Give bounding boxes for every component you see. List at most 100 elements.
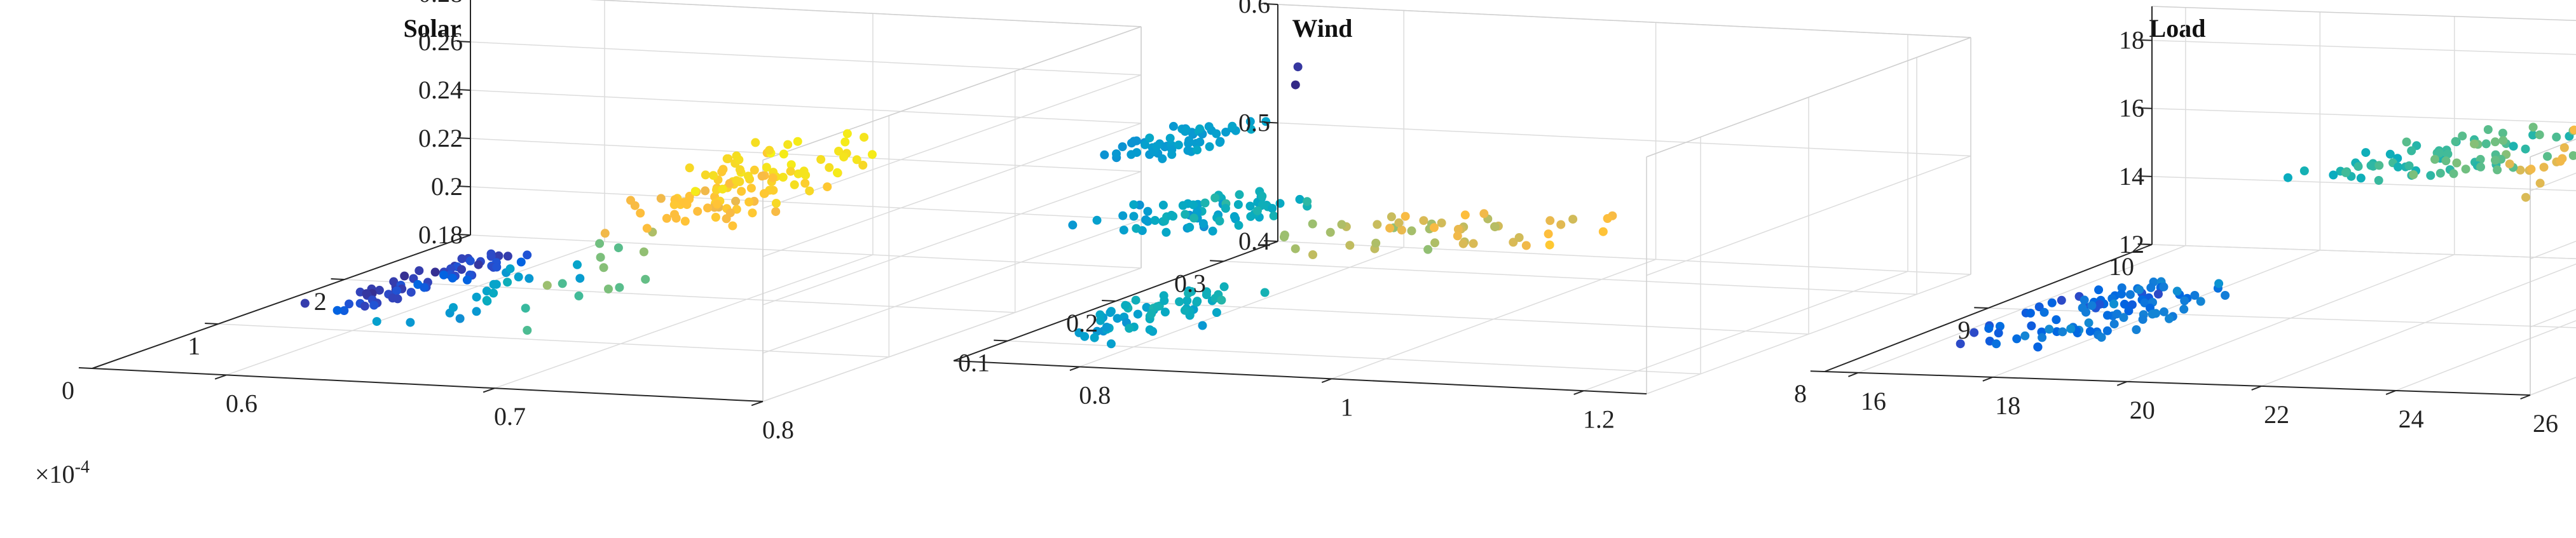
data-point <box>472 292 481 302</box>
data-point <box>1401 212 1410 221</box>
data-point <box>2556 156 2565 166</box>
data-point <box>599 263 608 272</box>
data-point <box>2491 156 2500 165</box>
data-point <box>1469 239 1478 248</box>
data-point <box>2165 314 2174 323</box>
z-tick-label: 0.6 <box>1238 0 1270 18</box>
data-point <box>2353 162 2363 171</box>
data-point <box>2045 325 2054 334</box>
data-point <box>2535 130 2544 140</box>
grid-line <box>1277 122 1971 157</box>
grid-line <box>1277 241 1971 275</box>
data-point <box>2084 318 2093 328</box>
z-tick-mark <box>1264 121 1278 124</box>
y-tick-label: 2 <box>314 287 327 316</box>
data-point <box>2012 334 2022 344</box>
data-point <box>823 182 832 192</box>
data-point <box>1260 288 1270 297</box>
data-point <box>2404 161 2414 170</box>
data-point <box>2119 313 2128 322</box>
data-point <box>1490 222 1499 231</box>
data-point <box>2528 130 2538 140</box>
x-tick-mark <box>2116 380 2128 386</box>
grid-line <box>470 41 1142 76</box>
data-point <box>746 184 756 193</box>
data-point <box>1371 238 1381 248</box>
data-point <box>2085 326 2095 336</box>
data-point <box>1247 124 1256 134</box>
data-point <box>2190 291 2200 300</box>
data-point <box>860 133 869 142</box>
data-point <box>457 254 467 264</box>
data-point <box>2132 325 2141 334</box>
data-point <box>1132 148 1142 158</box>
data-point <box>462 275 472 285</box>
data-point <box>596 253 605 262</box>
data-point <box>1129 200 1139 210</box>
data-point <box>703 203 713 213</box>
data-point <box>2214 279 2224 288</box>
data-point <box>1603 214 1612 223</box>
solar-panel: Solar 0.6 0.7 0.8 0 1 2 0.18 0.2 0.22 0.24 0.26 0.2… <box>35 0 1142 488</box>
data-point <box>858 161 868 170</box>
data-point <box>406 318 415 327</box>
data-point <box>2117 289 2126 299</box>
data-point <box>1460 210 1470 220</box>
data-point <box>1234 220 1243 230</box>
panel-title: Wind <box>1292 14 1353 43</box>
grid-line <box>2530 377 2576 396</box>
data-point <box>1143 206 1153 216</box>
x-tick-mark <box>1848 372 1859 377</box>
y-tick-mark <box>1210 260 1224 262</box>
data-point <box>2409 170 2418 179</box>
y-axis <box>92 234 471 369</box>
data-point <box>1430 238 1439 248</box>
data-point <box>2441 156 2451 166</box>
data-point <box>783 140 793 149</box>
grid-line <box>1223 260 1917 295</box>
data-point <box>868 150 877 159</box>
data-point <box>2361 148 2371 158</box>
y-tick-label: 0.1 <box>958 349 990 377</box>
data-point <box>1437 219 1446 227</box>
data-point <box>486 252 496 261</box>
grid-line <box>2530 377 2576 396</box>
data-point <box>2097 333 2106 342</box>
z-tick-label: 18 <box>2119 26 2144 55</box>
data-point <box>1235 190 1244 199</box>
grid-line <box>2151 176 2576 191</box>
data-point <box>1387 212 1396 222</box>
grid-line <box>470 90 1142 124</box>
data-point <box>573 260 582 269</box>
data-point <box>516 257 526 267</box>
data-point <box>786 160 796 170</box>
data-point <box>1141 140 1150 149</box>
data-point <box>722 154 732 163</box>
data-point <box>2443 149 2453 159</box>
data-point <box>732 176 741 185</box>
data-point <box>604 285 613 293</box>
x-tick-label: 1 <box>1341 393 1353 421</box>
data-point <box>613 243 623 253</box>
x-tick-label: 0.8 <box>762 415 794 444</box>
data-point <box>1261 117 1271 126</box>
data-point <box>2283 173 2292 182</box>
data-point <box>1230 212 1239 221</box>
data-point <box>472 307 481 316</box>
data-point <box>2458 131 2467 141</box>
data-point <box>1545 240 1554 250</box>
data-point <box>1150 216 1160 225</box>
data-point <box>2505 159 2514 169</box>
y-tick-label: 9 <box>1958 316 1971 344</box>
data-point <box>713 199 722 209</box>
data-point <box>1168 212 1178 221</box>
data-point <box>1195 124 1205 133</box>
data-point <box>1112 149 1121 159</box>
grid-line <box>226 241 605 376</box>
x-tick-label: 16 <box>1861 387 1886 415</box>
grid-line <box>762 123 1142 257</box>
data-point <box>332 306 342 315</box>
data-point <box>1119 225 1128 235</box>
data-point <box>2552 132 2561 142</box>
data-point <box>833 168 842 177</box>
